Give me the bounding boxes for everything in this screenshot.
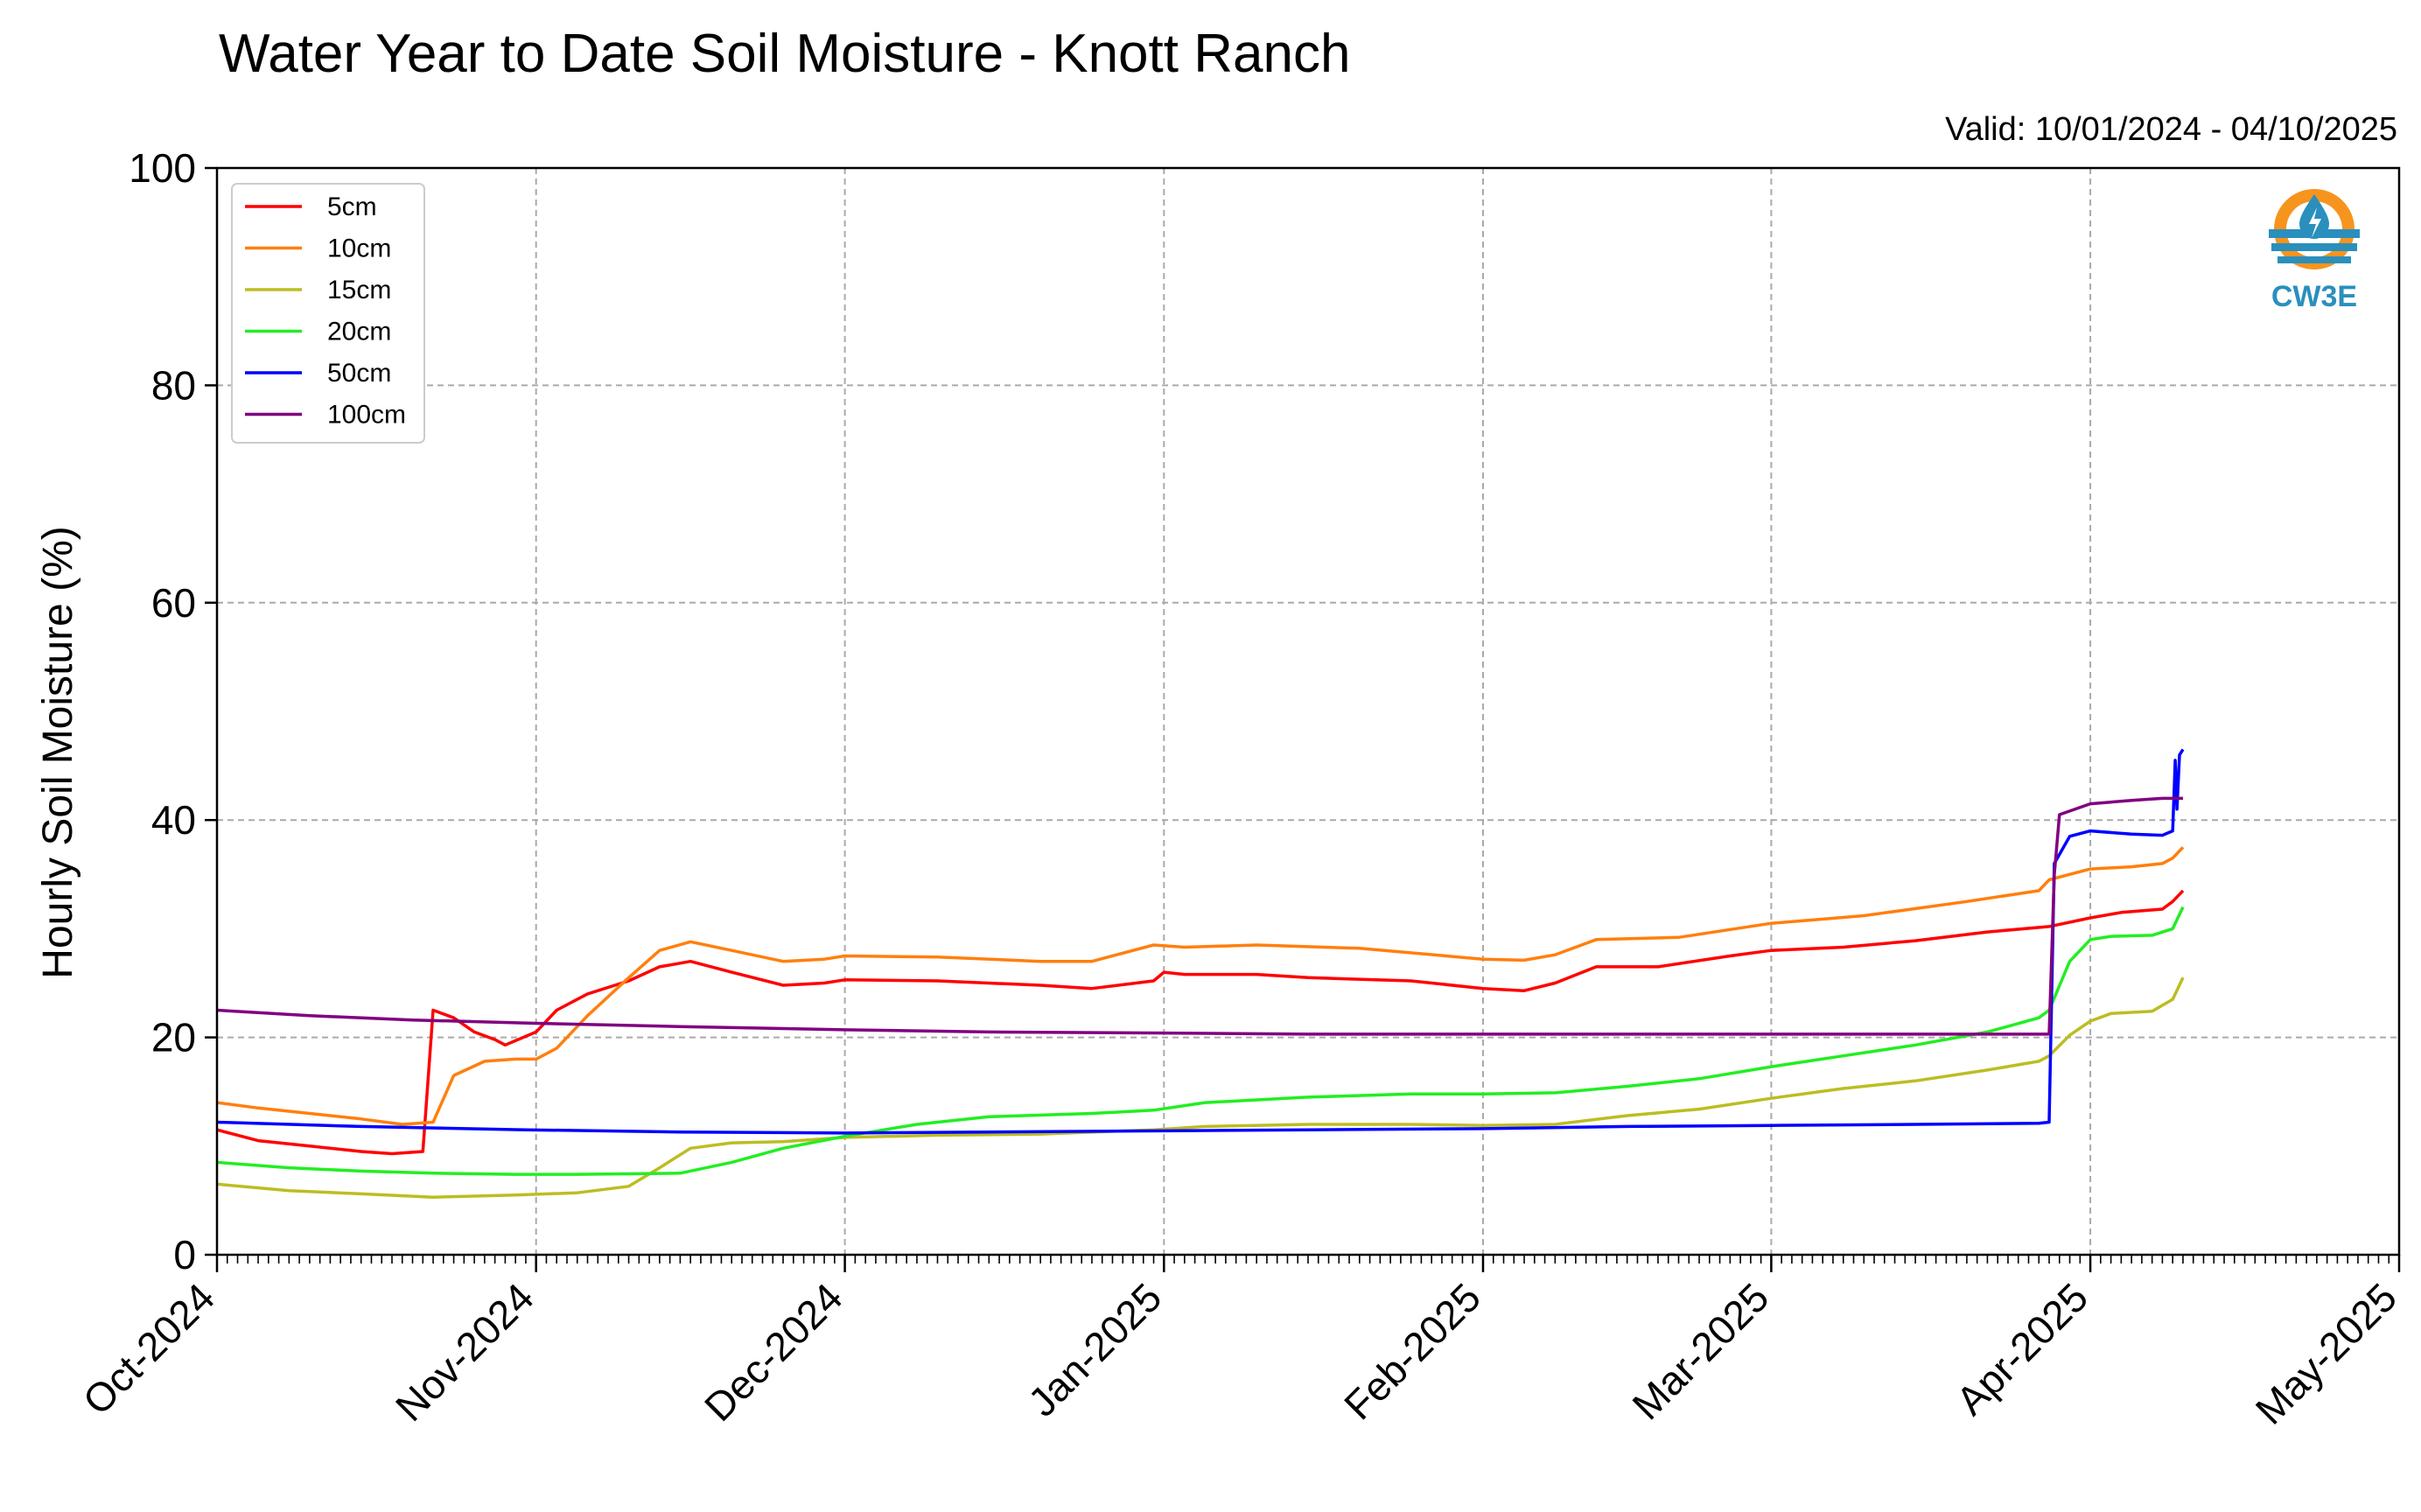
y-tick-label: 60 (151, 580, 196, 626)
series-line-5cm (216, 889, 2185, 1156)
series-line-10cm (216, 846, 2185, 1126)
grid-lines (217, 168, 2399, 1255)
y-tick-label: 40 (151, 797, 196, 843)
legend-label: 100cm (327, 401, 406, 430)
legend-label: 10cm (327, 234, 391, 263)
bolt-icon (2309, 207, 2321, 238)
chart-title: Water Year to Date Soil Moisture - Knott… (219, 24, 1350, 84)
logo-wave-icon (2278, 256, 2351, 263)
y-tick-label: 20 (151, 1015, 196, 1060)
logo-text: CW3E (2271, 280, 2357, 313)
y-tick-label: 0 (173, 1232, 196, 1278)
legend-label: 15cm (327, 276, 391, 304)
series-line-15cm (216, 976, 2185, 1199)
y-axis-label: Hourly Soil Moisture (%) (35, 526, 81, 978)
y-tick-label: 80 (151, 362, 196, 408)
legend: 5cm 10cm 15cm 20cm 50cm 100cm (231, 183, 425, 444)
legend-label: 5cm (327, 192, 377, 221)
series-line-100cm (216, 796, 2183, 1036)
legend-label: 50cm (327, 359, 391, 388)
chart-subtitle: Valid: 10/01/2024 - 04/10/2025 (1945, 111, 2397, 148)
series-line-20cm (216, 906, 2185, 1176)
legend-label: 20cm (327, 318, 391, 346)
series-lines (216, 748, 2185, 1199)
y-tick-label: 100 (129, 145, 196, 191)
series-line-50cm (216, 748, 2185, 1135)
logo-wave-icon (2271, 243, 2357, 251)
axis-ticks (205, 166, 2401, 1272)
cw3e-logo: CW3E (2269, 189, 2360, 313)
